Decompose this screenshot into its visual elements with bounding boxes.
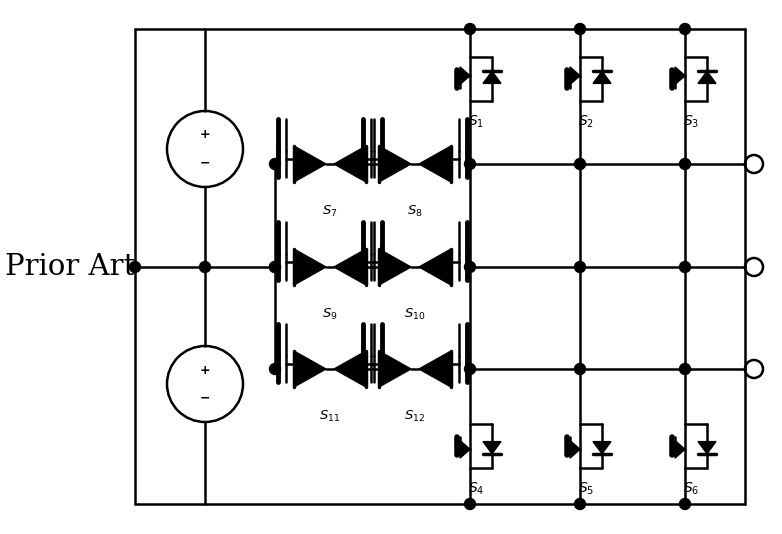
Text: +: +	[199, 364, 210, 376]
Text: $S_5$: $S_5$	[578, 481, 594, 497]
Circle shape	[680, 364, 691, 374]
Polygon shape	[483, 442, 501, 454]
Text: −: −	[199, 391, 210, 404]
Polygon shape	[460, 67, 470, 84]
Circle shape	[130, 262, 141, 272]
Circle shape	[465, 159, 475, 169]
Polygon shape	[483, 72, 501, 83]
Polygon shape	[419, 146, 451, 182]
Text: $S_{10}$: $S_{10}$	[404, 307, 425, 322]
Circle shape	[465, 23, 475, 35]
Circle shape	[680, 262, 691, 272]
Circle shape	[575, 23, 586, 35]
Circle shape	[680, 499, 691, 509]
Polygon shape	[460, 441, 470, 458]
Circle shape	[680, 159, 691, 169]
Circle shape	[465, 364, 475, 374]
Circle shape	[270, 262, 281, 272]
Polygon shape	[698, 442, 716, 454]
Polygon shape	[294, 146, 326, 182]
Circle shape	[465, 499, 475, 509]
Circle shape	[575, 364, 586, 374]
Circle shape	[575, 262, 586, 272]
Text: $S_3$: $S_3$	[683, 114, 699, 130]
Polygon shape	[294, 351, 326, 387]
Circle shape	[575, 499, 586, 509]
Polygon shape	[675, 67, 685, 84]
Polygon shape	[675, 441, 685, 458]
Polygon shape	[593, 442, 611, 454]
Text: $S_6$: $S_6$	[683, 481, 699, 497]
Text: $S_8$: $S_8$	[407, 204, 423, 219]
Text: $S_{11}$: $S_{11}$	[319, 409, 341, 424]
Text: $S_4$: $S_4$	[468, 481, 484, 497]
Polygon shape	[419, 249, 451, 285]
Circle shape	[270, 262, 281, 272]
Circle shape	[680, 23, 691, 35]
Circle shape	[199, 262, 210, 272]
Polygon shape	[334, 146, 366, 182]
Polygon shape	[698, 72, 716, 83]
Polygon shape	[570, 67, 580, 84]
Polygon shape	[294, 249, 326, 285]
Text: $S_{12}$: $S_{12}$	[404, 409, 425, 424]
Text: $S_2$: $S_2$	[578, 114, 594, 130]
Circle shape	[270, 364, 281, 374]
Text: Prior Art: Prior Art	[5, 253, 135, 281]
Text: +: +	[199, 129, 210, 142]
Polygon shape	[334, 249, 366, 285]
Polygon shape	[334, 351, 366, 387]
Text: $S_7$: $S_7$	[322, 204, 338, 219]
Text: $S_9$: $S_9$	[322, 307, 338, 322]
Text: $S_1$: $S_1$	[468, 114, 484, 130]
Polygon shape	[379, 249, 411, 285]
Polygon shape	[419, 351, 451, 387]
Polygon shape	[593, 72, 611, 83]
Polygon shape	[379, 351, 411, 387]
Text: −: −	[199, 156, 210, 169]
Circle shape	[465, 262, 475, 272]
Polygon shape	[379, 146, 411, 182]
Polygon shape	[570, 441, 580, 458]
Circle shape	[270, 159, 281, 169]
Circle shape	[575, 159, 586, 169]
